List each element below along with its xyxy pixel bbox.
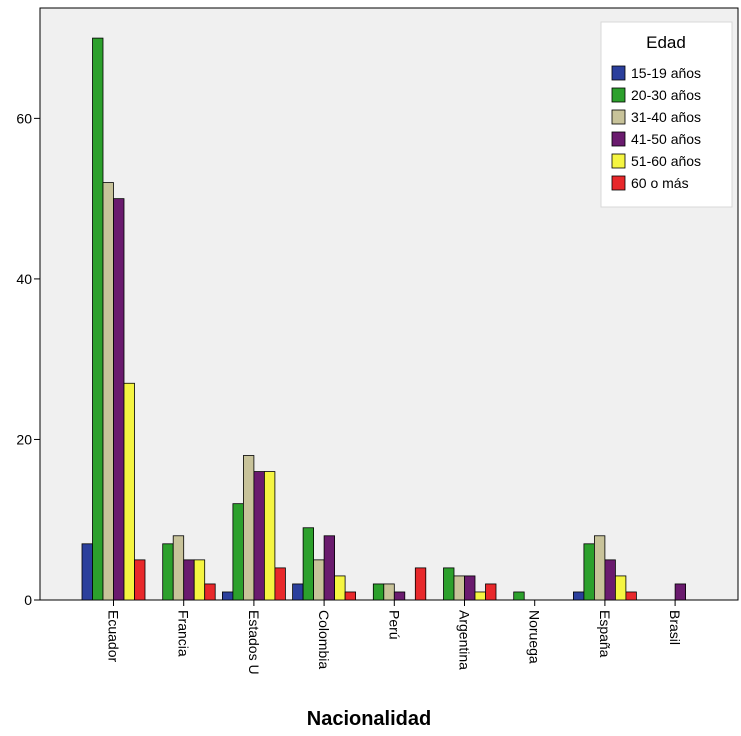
legend-label: 15-19 años [631, 65, 701, 81]
bar [334, 575, 346, 601]
x-tick-label: España [597, 610, 613, 658]
bar [113, 198, 125, 601]
legend-label: 60 o más [631, 175, 689, 191]
legend-swatch [611, 65, 626, 81]
bar [414, 567, 427, 601]
bar [313, 559, 325, 601]
bar [604, 559, 616, 601]
bar [204, 583, 216, 601]
bar [474, 591, 486, 601]
x-tick-label: Estados U [246, 610, 262, 675]
bar [274, 567, 286, 601]
bar [372, 583, 385, 601]
bar [253, 471, 265, 601]
x-tick-label: Noruega [527, 610, 543, 664]
legend-swatch [611, 175, 626, 191]
bar [485, 583, 497, 601]
x-tick-label: Argentina [457, 610, 473, 670]
y-tick-label: 40 [16, 271, 32, 287]
bar [123, 382, 135, 601]
x-tick-label: Brasil [667, 610, 683, 645]
x-tick-label: Francia [176, 610, 192, 657]
legend-label: 20-30 años [631, 87, 701, 103]
bar [172, 535, 185, 601]
x-tick-label: Perú [386, 610, 402, 640]
y-tick-label: 20 [16, 431, 32, 447]
bar [344, 591, 357, 601]
bar [323, 535, 336, 601]
bar [134, 559, 146, 601]
bar [393, 591, 406, 601]
bar [443, 567, 455, 601]
y-tick-label: 60 [16, 110, 32, 126]
x-tick-label: Colombia [316, 610, 332, 669]
legend: Edad 15-19 años 20-30 años 31-40 años 41-50… [600, 21, 733, 208]
legend-title: Edad [646, 33, 686, 52]
bar [232, 503, 244, 601]
x-axis-label: Nacionalidad [307, 708, 431, 730]
bar [193, 559, 206, 601]
bar [573, 591, 585, 601]
bar [292, 583, 304, 601]
bar [615, 575, 627, 601]
bar [183, 559, 195, 601]
bar [625, 591, 637, 601]
bar [102, 182, 114, 601]
bar [464, 575, 476, 601]
bar [513, 591, 525, 601]
bar [263, 471, 276, 601]
bar [583, 543, 595, 601]
legend-swatch [611, 109, 626, 125]
x-tick-label: Ecuador [106, 610, 122, 662]
legend-label: 41-50 años [631, 131, 701, 147]
y-tick-label: 0 [24, 592, 32, 608]
bars-layer [81, 37, 686, 601]
legend-label: 51-60 años [631, 153, 701, 169]
legend-swatch [611, 153, 626, 169]
bar [594, 535, 606, 601]
bar [162, 543, 174, 601]
legend-swatch [611, 131, 626, 147]
bar [81, 543, 93, 601]
axes-layer: 0 20 40 60 Ecuador Francia Estados U Colombia Pe… [16, 110, 683, 674]
bar [383, 583, 395, 601]
bar [221, 591, 234, 601]
bar [674, 583, 686, 601]
bar [302, 527, 315, 601]
legend-label: 31-40 años [631, 109, 701, 125]
bar [453, 575, 465, 601]
bar [242, 455, 255, 601]
legend-swatch [611, 87, 626, 103]
bar [92, 37, 104, 601]
